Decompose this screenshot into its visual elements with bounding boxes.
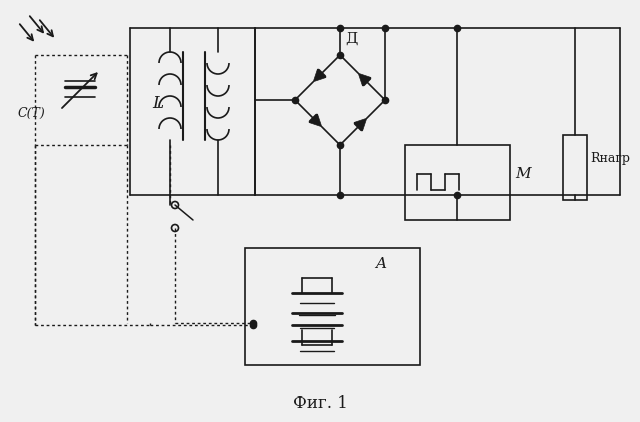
Text: Д: Д [345, 32, 357, 46]
Bar [405, 145, 510, 220]
Text: M: M [515, 167, 531, 181]
Polygon shape [313, 69, 326, 82]
Text: Фиг. 1: Фиг. 1 [292, 395, 348, 412]
Text: C(T): C(T) [18, 107, 45, 120]
Bar [563, 135, 587, 200]
Polygon shape [309, 114, 322, 127]
Polygon shape [358, 73, 371, 86]
Bar [245, 248, 420, 365]
Polygon shape [354, 118, 367, 131]
Text: L: L [152, 95, 163, 112]
Text: Rнагр: Rнагр [590, 152, 630, 165]
Text: A: A [375, 257, 386, 271]
